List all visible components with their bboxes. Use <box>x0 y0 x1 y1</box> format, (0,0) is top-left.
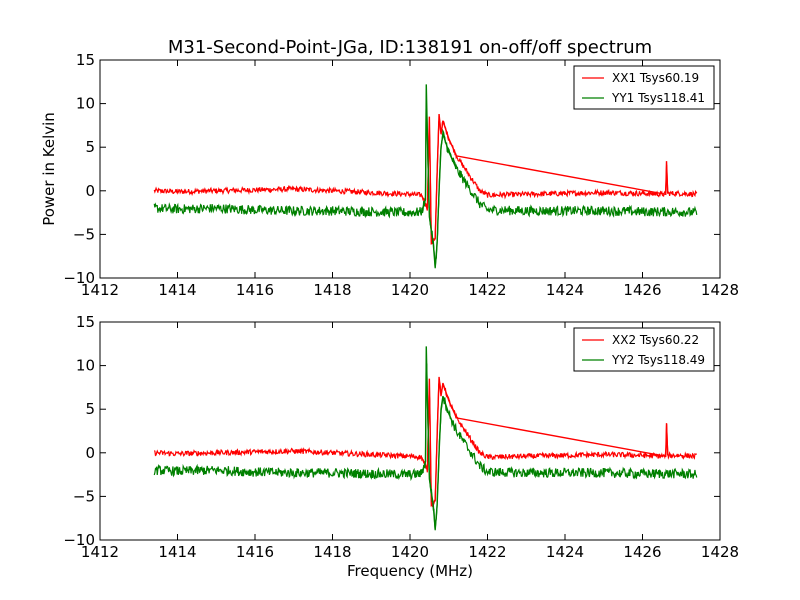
figure-title: M31-Second-Point-JGa, ID:138191 on-off/o… <box>168 37 652 58</box>
y-tick-label: 5 <box>85 400 95 418</box>
x-tick-label: 1420 <box>391 543 429 561</box>
series-spike-2 <box>420 346 458 530</box>
y-tick-label: −5 <box>73 225 95 243</box>
x-tick-label: 1424 <box>546 543 584 561</box>
legend: XX2 Tsys60.22 YY2 Tsys118.49 <box>573 327 715 372</box>
x-tick-label: 1426 <box>623 543 661 561</box>
y-tick-label: −10 <box>63 269 95 287</box>
y-tick-label: 15 <box>76 313 95 331</box>
x-tick-label: 1426 <box>623 281 661 299</box>
x-axis-label: Frequency (MHz) <box>347 562 473 580</box>
y-tick-label: 0 <box>85 444 95 462</box>
x-tick-label: 1416 <box>236 281 274 299</box>
y-tick-label: 10 <box>76 95 95 113</box>
x-tick-label: 1416 <box>236 543 274 561</box>
plots-group: 1412 1414 1416 1418 1420 1422 1424 1426 1428 15 10… <box>40 51 739 580</box>
chart-panel-1: 1412 1414 1416 1418 1420 1422 1424 1426 1428 15 10… <box>40 51 739 299</box>
y-tick-label: 10 <box>76 357 95 375</box>
series-line-1 <box>153 119 698 245</box>
x-tick-label: 1428 <box>701 543 739 561</box>
legend-box <box>573 65 715 110</box>
x-tick-label: 1428 <box>701 281 739 299</box>
series-spike-1 <box>420 376 669 507</box>
legend-box <box>573 327 715 372</box>
y-tick-label: −5 <box>73 487 95 505</box>
legend-entry: XX2 Tsys60.22 <box>612 333 699 347</box>
y-tick-label: −10 <box>63 531 95 549</box>
x-tick-label: 1418 <box>313 281 351 299</box>
x-tick-label: 1422 <box>468 543 506 561</box>
x-tick-label: 1422 <box>468 281 506 299</box>
y-axis-label: Power in Kelvin <box>40 112 58 226</box>
x-tick-label: 1414 <box>158 543 196 561</box>
y-tick-label: 0 <box>85 182 95 200</box>
x-tick-label: 1412 <box>81 281 119 299</box>
y-tick-label: 5 <box>85 138 95 156</box>
x-tick-label: 1424 <box>546 281 584 299</box>
x-tick-label: 1414 <box>158 281 196 299</box>
legend-entry: YY2 Tsys118.49 <box>611 353 705 367</box>
legend-entry: YY1 Tsys118.41 <box>611 91 705 105</box>
x-tick-label: 1420 <box>391 281 429 299</box>
chart-panel-2: 1412 1414 1416 1418 1420 1422 1424 1426 1428 15 10… <box>63 313 739 580</box>
x-tick-label: 1418 <box>313 543 351 561</box>
legend-entry: XX1 Tsys60.19 <box>612 71 699 85</box>
series-spike-1 <box>420 113 669 245</box>
x-tick-label: 1412 <box>81 543 119 561</box>
y-tick-label: 15 <box>76 51 95 69</box>
legend: XX1 Tsys60.19 YY1 Tsys118.41 <box>573 65 715 110</box>
series-spike-2 <box>420 84 458 268</box>
